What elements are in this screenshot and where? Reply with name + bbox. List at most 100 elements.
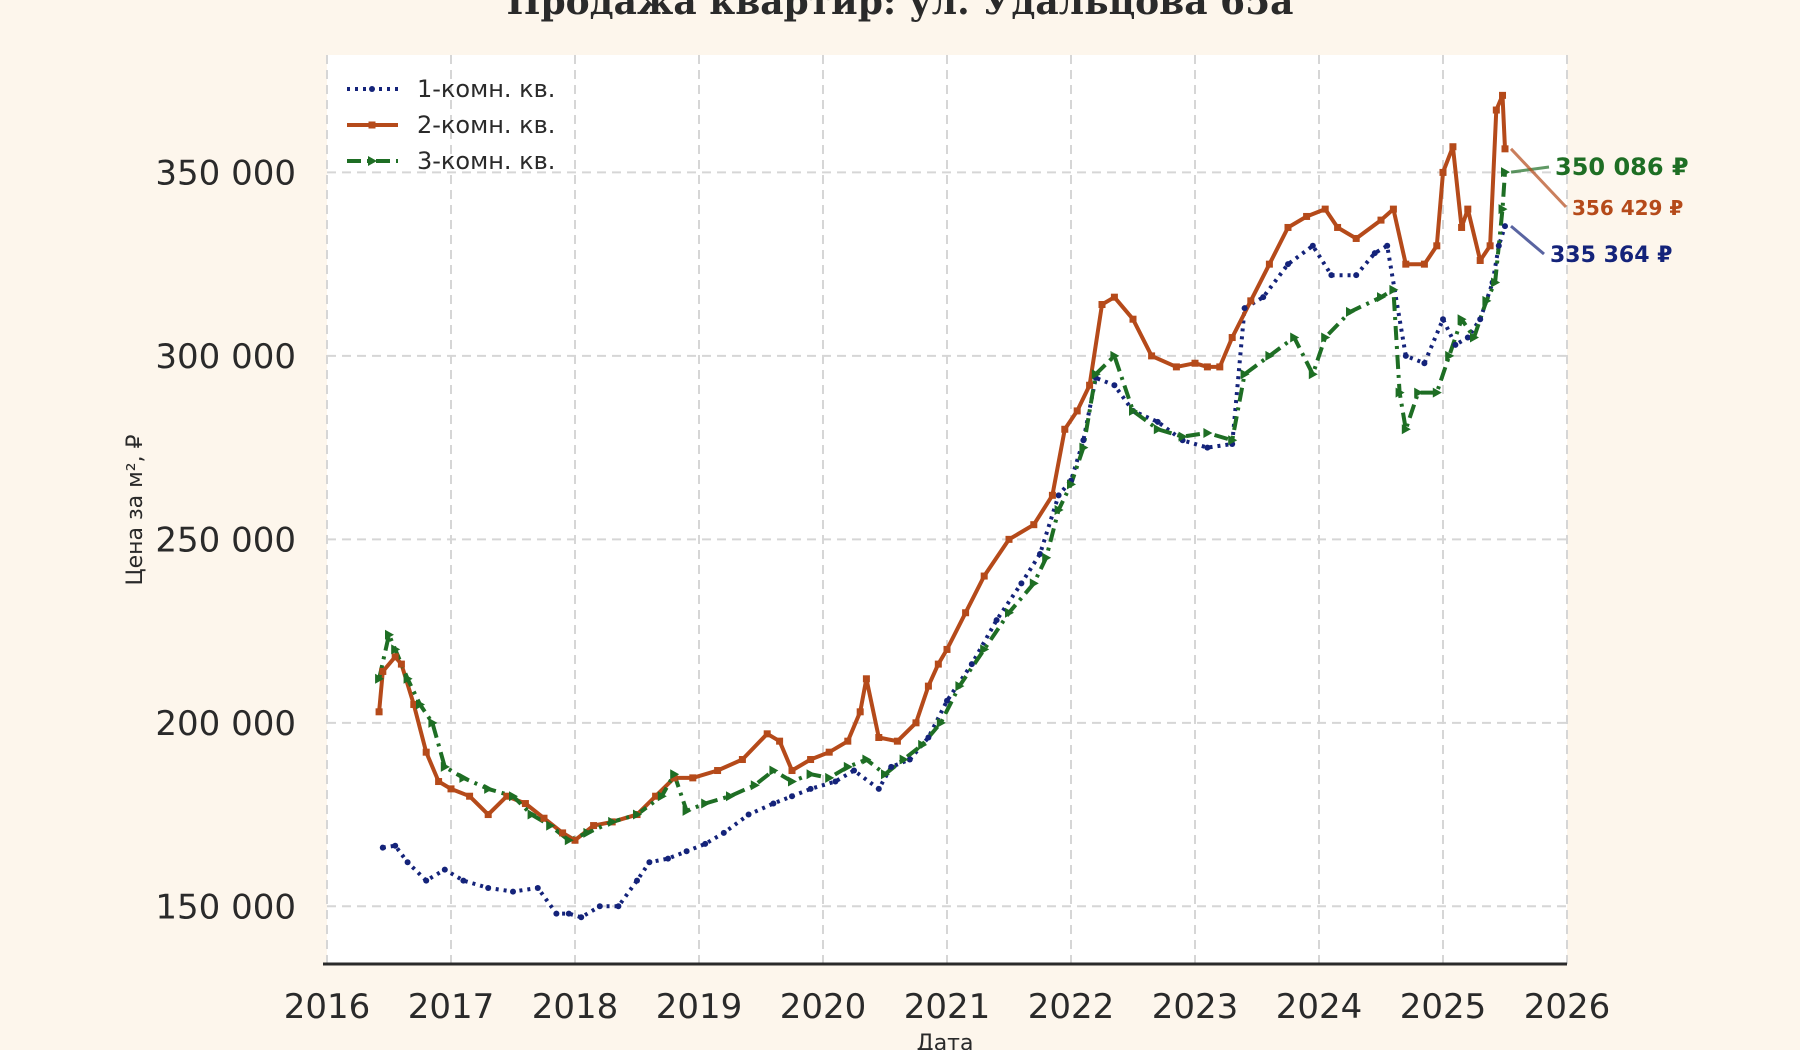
- data-point: [924, 682, 932, 690]
- data-point: [1029, 578, 1039, 589]
- annotation-label: 335 364 ₽: [1550, 243, 1672, 268]
- data-point: [980, 572, 988, 580]
- data-point: [1420, 260, 1428, 268]
- x-tick-label: 2025: [1400, 987, 1487, 1027]
- data-point: [1352, 234, 1360, 242]
- data-point: [807, 785, 814, 792]
- data-point: [1129, 315, 1137, 323]
- data-point: [379, 667, 387, 675]
- x-tick-label: 2016: [284, 987, 371, 1027]
- data-point: [375, 708, 383, 716]
- data-point: [906, 756, 913, 763]
- data-point: [844, 737, 852, 745]
- y-tick-label: 350 000: [155, 153, 296, 193]
- data-point: [1073, 407, 1081, 415]
- data-point: [875, 785, 882, 792]
- data-point: [1389, 205, 1397, 213]
- data-point: [670, 774, 678, 782]
- data-point: [881, 769, 890, 780]
- legend: 1-комн. кв. 2-комн. кв. 3-комн. кв.: [347, 75, 555, 175]
- data-point: [1328, 272, 1335, 279]
- data-point: [980, 644, 990, 655]
- data-point: [1498, 204, 1508, 215]
- data-point: [1260, 294, 1267, 301]
- data-point: [670, 769, 680, 780]
- data-point: [1395, 387, 1405, 398]
- data-point: [1005, 607, 1014, 618]
- data-point: [702, 840, 709, 847]
- data-point: [1054, 505, 1064, 515]
- data-point: [503, 792, 511, 800]
- data-point: [1172, 363, 1180, 371]
- data-point: [403, 673, 413, 684]
- data-point: [1321, 332, 1331, 343]
- data-point: [936, 717, 946, 728]
- data-point: [404, 859, 411, 866]
- data-point: [1042, 552, 1052, 563]
- chart-title: Продажа квартир: ул. Удальцова 65а: [507, 0, 1294, 23]
- data-point: [955, 681, 965, 692]
- data-point: [825, 748, 833, 756]
- data-point: [1061, 425, 1069, 433]
- data-point: [527, 809, 537, 820]
- data-point: [1477, 316, 1484, 323]
- data-point: [726, 791, 735, 802]
- data-point: [763, 730, 771, 738]
- x-tick-label: 2026: [1524, 987, 1611, 1027]
- y-tick-labels: 150 000 200 000 250 000 300 000 350 000: [155, 153, 296, 927]
- data-point: [368, 121, 376, 129]
- x-tick-label: 2021: [904, 987, 991, 1027]
- data-point: [943, 645, 951, 653]
- data-point: [934, 660, 942, 668]
- x-tick-label: 2022: [1028, 987, 1115, 1027]
- data-point: [1433, 242, 1441, 250]
- data-point: [912, 719, 920, 727]
- annotation-arrow: [1509, 147, 1568, 209]
- data-point: [1098, 301, 1106, 309]
- data-point: [1402, 260, 1410, 268]
- data-point: [1079, 442, 1089, 453]
- data-point: [682, 805, 692, 816]
- data-point: [509, 791, 518, 802]
- data-point: [1216, 363, 1224, 371]
- data-point: [608, 816, 618, 827]
- last-value-annotations: 350 086 ₽ 356 429 ₽ 335 364 ₽: [1509, 147, 1689, 268]
- data-point: [1030, 521, 1038, 529]
- y-tick-label: 300 000: [155, 337, 296, 377]
- data-point: [1492, 106, 1500, 114]
- data-point: [1241, 305, 1248, 312]
- x-tick-label: 2020: [780, 987, 867, 1027]
- data-point: [583, 827, 593, 838]
- data-point: [851, 767, 857, 774]
- legend-label: 1-комн. кв.: [417, 75, 555, 103]
- data-point: [379, 844, 386, 851]
- data-point: [689, 774, 697, 782]
- data-point: [368, 156, 377, 166]
- data-point: [1464, 334, 1471, 341]
- data-point: [1371, 250, 1378, 257]
- data-point: [1470, 332, 1479, 343]
- data-point: [447, 785, 455, 793]
- data-point: [1191, 359, 1199, 367]
- data-point: [1501, 167, 1510, 178]
- series-markers: [375, 91, 1510, 921]
- data-point: [1486, 242, 1494, 250]
- data-point: [738, 756, 746, 764]
- data-point: [1334, 223, 1342, 231]
- data-point: [546, 820, 556, 831]
- data-point: [441, 866, 448, 873]
- data-point: [1018, 580, 1025, 587]
- data-point: [944, 697, 950, 704]
- data-point: [918, 739, 928, 750]
- data-point: [1247, 297, 1255, 305]
- data-point: [1178, 431, 1188, 442]
- data-point: [1086, 381, 1094, 389]
- data-point: [1501, 145, 1509, 153]
- y-tick-label: 250 000: [155, 520, 296, 560]
- data-point: [893, 737, 901, 745]
- data-point: [1439, 168, 1447, 176]
- data-point: [1464, 205, 1472, 213]
- data-point: [1110, 350, 1120, 361]
- data-point: [899, 754, 909, 765]
- data-point: [410, 700, 418, 708]
